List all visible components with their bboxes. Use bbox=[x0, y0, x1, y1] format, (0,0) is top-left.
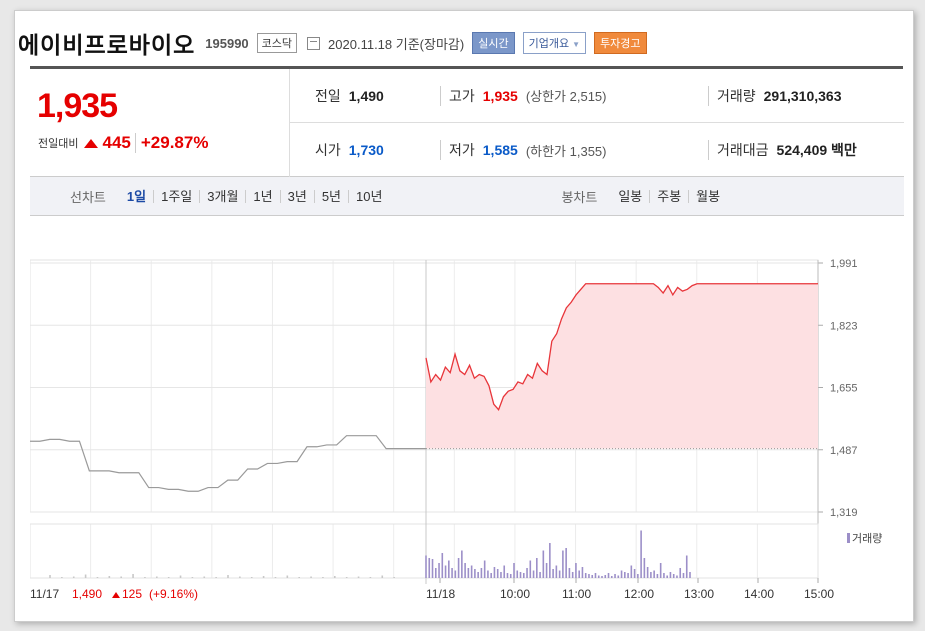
lower-limit: (하한가 1,355) bbox=[525, 143, 607, 159]
y-tick-label: 1,655 bbox=[830, 383, 858, 395]
trade-amount: 거래대금 524,409 백만 bbox=[708, 140, 857, 160]
tab-1day[interactable]: 1일 bbox=[126, 188, 147, 204]
y-tick-label: 1,823 bbox=[830, 320, 858, 332]
price-chart-svg: 1,991 1,823 1,655 1,487 1,319 거래량 11/18 10:00 11… bbox=[29, 258, 882, 601]
tab-1year[interactable]: 1년 bbox=[245, 189, 279, 203]
prev-day-close: 1,490 bbox=[72, 587, 102, 601]
low-price: 저가 1,585 (하한가 1,355) bbox=[440, 140, 607, 160]
high-price: 고가 1,935 (상한가 2,515) bbox=[440, 85, 607, 106]
amount-label: 거래대금 bbox=[717, 142, 769, 158]
period-tab-bar: 선차트 1일 1주일 3개월 1년 3년 5년 10년 봉차트 일봉 주봉 월봉 bbox=[30, 177, 904, 216]
change-amount: 445 bbox=[102, 133, 131, 152]
tab-10year[interactable]: 10년 bbox=[348, 189, 389, 203]
stock-header: 에이비프로바이오 195990 코스닥 2020.11.18 기준(장마감) 실… bbox=[18, 20, 907, 66]
x-tick-label: 15:00 bbox=[804, 587, 834, 601]
up-arrow-icon bbox=[84, 138, 99, 148]
candle-chart-label: 봉차트 bbox=[561, 189, 598, 205]
prev-close-value: 1,490 bbox=[348, 87, 384, 104]
volume-frame bbox=[29, 523, 819, 579]
high-label: 고가 bbox=[449, 87, 475, 104]
x-tick-label: 13:00 bbox=[684, 587, 714, 601]
change-label: 전일대비 bbox=[38, 138, 79, 150]
today-price-line bbox=[425, 283, 818, 411]
current-price: 1,935 bbox=[37, 87, 118, 125]
x-tick-label: 12:00 bbox=[624, 587, 654, 601]
volume-value: 291,310,363 bbox=[763, 87, 842, 104]
company-name[interactable]: 에이비프로바이오 bbox=[18, 32, 196, 58]
prev-day-caption: 11/17 bbox=[30, 587, 59, 601]
tab-1week[interactable]: 1주일 bbox=[153, 189, 199, 203]
x-tick-label: 10:00 bbox=[500, 587, 530, 601]
company-overview-button[interactable]: 기업개요 ▼ bbox=[522, 32, 587, 54]
open-value: 1,730 bbox=[348, 142, 384, 158]
today-area-fill bbox=[426, 283, 818, 449]
x-tick-label: 14:00 bbox=[744, 587, 774, 601]
volume: 거래량 291,310,363 bbox=[708, 85, 842, 106]
x-tick-label: 11:00 bbox=[562, 587, 591, 601]
y-tick-label: 1,487 bbox=[830, 445, 858, 457]
stats-row-1: 전일 1,490 고가 1,935 (상한가 2,515) 거래량 291,31… bbox=[290, 69, 904, 123]
volume-legend-label: 거래량 bbox=[852, 532, 882, 545]
open-label: 시가 bbox=[315, 142, 341, 158]
open-price: 시가 1,730 bbox=[315, 140, 384, 160]
change-rate: +29.87% bbox=[134, 133, 208, 153]
x-tick-label: 11/18 bbox=[426, 587, 455, 601]
amount-value: 524,409 백만 bbox=[776, 142, 857, 158]
line-chart-label: 선차트 bbox=[70, 189, 106, 205]
prev-day-line bbox=[30, 435, 426, 492]
market-badge: 코스닥 bbox=[256, 33, 298, 53]
tab-3year[interactable]: 3년 bbox=[279, 189, 314, 203]
tab-daily-candle[interactable]: 일봉 bbox=[618, 188, 643, 204]
prev-day-up-icon bbox=[112, 592, 120, 598]
tab-monthly-candle[interactable]: 월봉 bbox=[688, 189, 727, 203]
dropdown-arrow-icon: ▼ bbox=[572, 40, 581, 49]
realtime-button[interactable]: 실시간 bbox=[472, 32, 515, 54]
high-value: 1,935 bbox=[482, 87, 518, 104]
low-value: 1,585 bbox=[482, 142, 518, 158]
header-divider bbox=[30, 66, 903, 69]
price-panel: 1,935 전일대비 445 +29.87% 전일 1,490 고가 1,935… bbox=[30, 69, 904, 177]
y-tick-label: 1,319 bbox=[830, 507, 858, 519]
current-price-box: 1,935 전일대비 445 +29.87% bbox=[30, 69, 290, 177]
base-date: 2020.11.18 기준(장마감) bbox=[328, 36, 465, 52]
tab-3month[interactable]: 3개월 bbox=[199, 189, 245, 203]
stock-code: 195990 bbox=[205, 35, 249, 51]
company-overview-label: 기업개요 bbox=[528, 38, 570, 50]
prev-close-label: 전일 bbox=[315, 87, 341, 104]
prev-day-change: 125 bbox=[122, 587, 142, 601]
price-chart: 1,991 1,823 1,655 1,487 1,319 거래량 11/18 10:00 11… bbox=[29, 216, 904, 612]
stats-row-2: 시가 1,730 저가 1,585 (하한가 1,355) 거래대금 524,4… bbox=[290, 123, 904, 177]
low-label: 저가 bbox=[449, 142, 475, 158]
volume-label: 거래량 bbox=[717, 87, 756, 104]
price-change: 전일대비 445 +29.87% bbox=[38, 133, 208, 153]
tab-5year[interactable]: 5년 bbox=[313, 189, 348, 203]
investment-warning-badge[interactable]: 투자경고 bbox=[594, 32, 647, 54]
prev-day-rate: (+9.16%) bbox=[149, 587, 198, 601]
y-tick-label: 1,991 bbox=[830, 258, 858, 270]
prev-close: 전일 1,490 bbox=[315, 86, 384, 106]
upper-limit: (상한가 2,515) bbox=[525, 89, 607, 104]
volume-legend-swatch bbox=[847, 533, 850, 543]
tab-weekly-candle[interactable]: 주봉 bbox=[649, 189, 688, 203]
calendar-icon bbox=[307, 36, 321, 50]
